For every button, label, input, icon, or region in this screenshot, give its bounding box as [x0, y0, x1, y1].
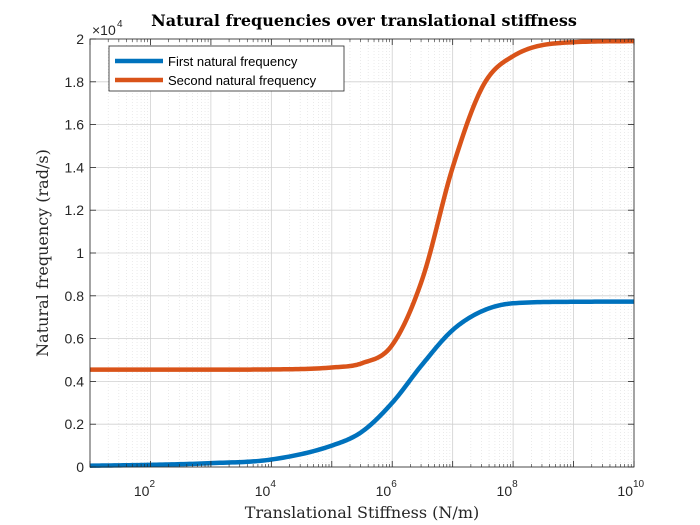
y-tick-label: 1.4 [65, 159, 85, 175]
x-tick-label-base: 10 [134, 483, 150, 499]
x-tick-label-base: 10 [617, 483, 633, 499]
x-tick-label: 10 4 [255, 479, 277, 499]
ticks [89, 38, 635, 468]
legend-label-first: First natural frequency [168, 54, 298, 69]
y-axis-label: Natural frequency (rad/s) [33, 149, 52, 357]
y-tick-label: 1.8 [65, 74, 85, 90]
x-tick-label: 10 6 [376, 479, 398, 499]
x-tick-label-base: 10 [376, 483, 392, 499]
x-tick-label: 10 8 [497, 479, 519, 499]
x-tick-label-base: 10 [255, 483, 271, 499]
y-tick-label: 1.6 [65, 117, 85, 133]
y-tick-label: 0.6 [65, 331, 85, 347]
x-tick-label-base: 10 [497, 483, 513, 499]
y-exponent-power: 4 [117, 19, 123, 30]
legend-box [108, 45, 345, 92]
y-tick-label: 1 [76, 245, 84, 261]
x-tick-label: 10 2 [134, 479, 156, 499]
series-line-second [90, 38, 635, 372]
y-tick-label: 0.8 [65, 288, 85, 304]
x-tick-label-exponent: 10 [633, 479, 645, 490]
y-tick-label: 0 [76, 459, 84, 475]
x-tick-label-exponent: 2 [149, 479, 155, 490]
y-exponent-base: ×10 [92, 22, 116, 38]
y-tick-label: 0.4 [65, 373, 85, 389]
y-tick-label: 0.2 [65, 416, 85, 432]
x-tick-label: 10 10 [617, 479, 644, 499]
legend: First natural frequency Second natural f… [108, 45, 345, 92]
y-exponent-label: ×10 4 [92, 19, 123, 38]
x-tick-label-exponent: 4 [270, 479, 276, 490]
legend-label-second: Second natural frequency [168, 73, 317, 88]
y-tick-label: 1.2 [65, 202, 85, 218]
chart-title: Natural frequencies over translational s… [151, 11, 577, 30]
y-tick-label: 2 [76, 31, 84, 47]
x-axis-label: Translational Stiffness (N/m) [245, 503, 479, 522]
x-tick-label-exponent: 6 [391, 479, 397, 490]
x-tick-label-exponent: 8 [512, 479, 518, 490]
